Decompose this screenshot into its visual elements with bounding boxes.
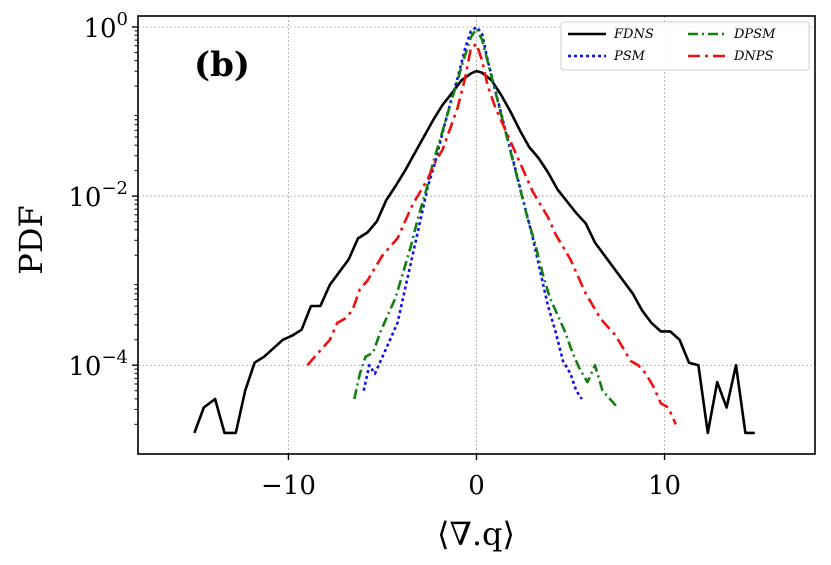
axis-ticks: −10 0 10 100 10−2 10−4 [68, 9, 681, 501]
x-axis-title: ⟨∇.q⟩ [437, 515, 515, 553]
series-line-dpsm [353, 27, 619, 409]
legend-label-dpsm: DPSM [733, 27, 776, 42]
series-line-dnps [306, 42, 677, 425]
y-axis-title: PDF [12, 205, 50, 274]
legend-label-dnps: DNPS [733, 49, 774, 64]
legend: FDNS PSM DPSM DNPS [560, 21, 810, 71]
y-tick-label-0: 100 [83, 9, 128, 44]
legend-label-psm: PSM [613, 49, 646, 64]
y-tick-label-1: 10−2 [68, 178, 128, 213]
series-line-fdns [193, 69, 755, 435]
x-tick-label-1: 0 [468, 471, 485, 501]
y-tick-label-2: 10−4 [68, 347, 128, 382]
series-layer [193, 25, 755, 435]
legend-box [560, 21, 810, 71]
x-tick-label-0: −10 [261, 471, 316, 501]
x-tick-label-2: 10 [648, 471, 681, 501]
legend-label-fdns: FDNS [613, 27, 654, 42]
series-line-psm [362, 25, 583, 400]
panel-label: (b) [194, 45, 250, 85]
